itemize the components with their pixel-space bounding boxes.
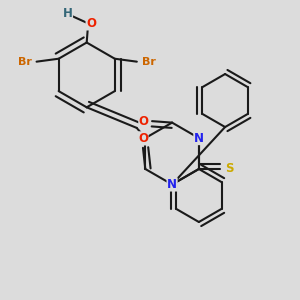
Text: Br: Br [142, 57, 155, 67]
Text: O: O [139, 115, 149, 128]
Text: N: N [167, 178, 177, 191]
Text: N: N [194, 132, 204, 145]
Text: H: H [63, 7, 73, 20]
Text: S: S [225, 163, 233, 176]
Text: O: O [138, 132, 148, 145]
Text: O: O [86, 17, 96, 30]
Text: Br: Br [18, 57, 32, 67]
